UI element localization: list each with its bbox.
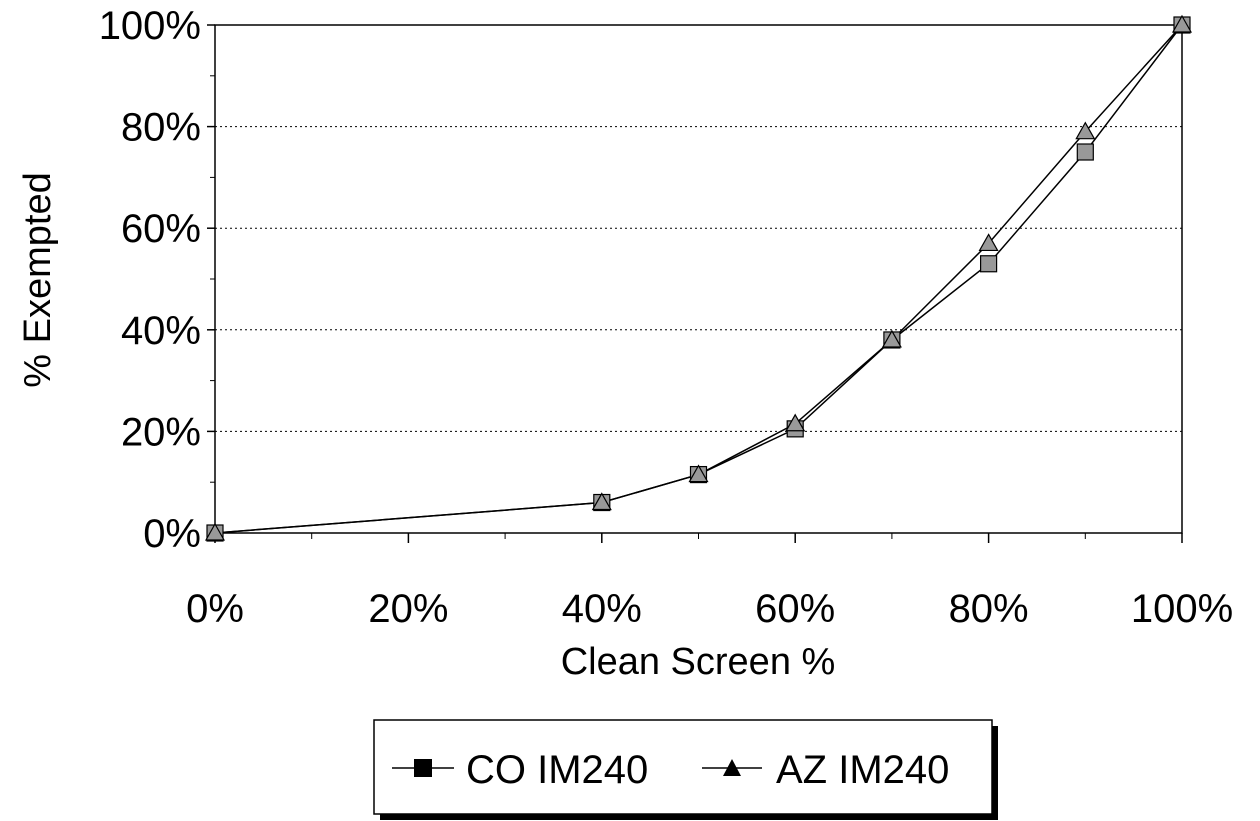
x-tick-label: 80% [949, 587, 1029, 631]
series-lines [214, 24, 1183, 534]
y-axis-title: % Exempted [17, 172, 59, 387]
data-point-square [979, 255, 998, 273]
data-point-triangle [204, 522, 226, 541]
y-tick-label: 0% [143, 512, 201, 556]
axis-ticks [207, 24, 1183, 543]
y-tick-label: 100% [99, 4, 201, 48]
y-tick-label: 80% [121, 106, 201, 150]
data-point-triangle [1171, 14, 1193, 33]
plot-area [214, 24, 1183, 534]
data-point-triangle [978, 233, 999, 252]
legend-box [373, 719, 993, 815]
data-point-square [1076, 143, 1094, 161]
y-tick-label: 60% [121, 207, 201, 251]
x-tick-label: 40% [562, 587, 642, 631]
data-point-triangle [785, 413, 806, 432]
series-line-0 [214, 24, 1183, 534]
data-point-triangle [1075, 121, 1096, 140]
data-point-triangle [591, 492, 612, 511]
x-axis-title: Clean Screen % [561, 641, 836, 683]
data-point-triangle [688, 464, 709, 483]
x-tick-label: 20% [368, 587, 448, 631]
series-markers [204, 14, 1193, 542]
series-line-1 [214, 24, 1183, 534]
y-tick-labels: 0% 20% 40% 60% 80% 100% [99, 4, 201, 556]
legend-marker-co [414, 759, 432, 777]
x-tick-label: 0% [186, 587, 244, 631]
x-tick-labels: 0% 20% 40% 60% 80% 100% [186, 587, 1233, 631]
y-tick-label: 20% [121, 410, 201, 454]
legend-marker-az [723, 759, 741, 776]
grid-lines [215, 126, 1182, 432]
y-tick-label: 40% [121, 309, 201, 353]
legend: CO IM240 AZ IM240 [373, 719, 998, 820]
x-tick-label: 100% [1131, 587, 1233, 631]
legend-label-az: AZ IM240 [776, 748, 949, 792]
legend-label-co: CO IM240 [466, 748, 648, 792]
x-tick-label: 60% [755, 587, 835, 631]
data-point-triangle [881, 329, 902, 348]
